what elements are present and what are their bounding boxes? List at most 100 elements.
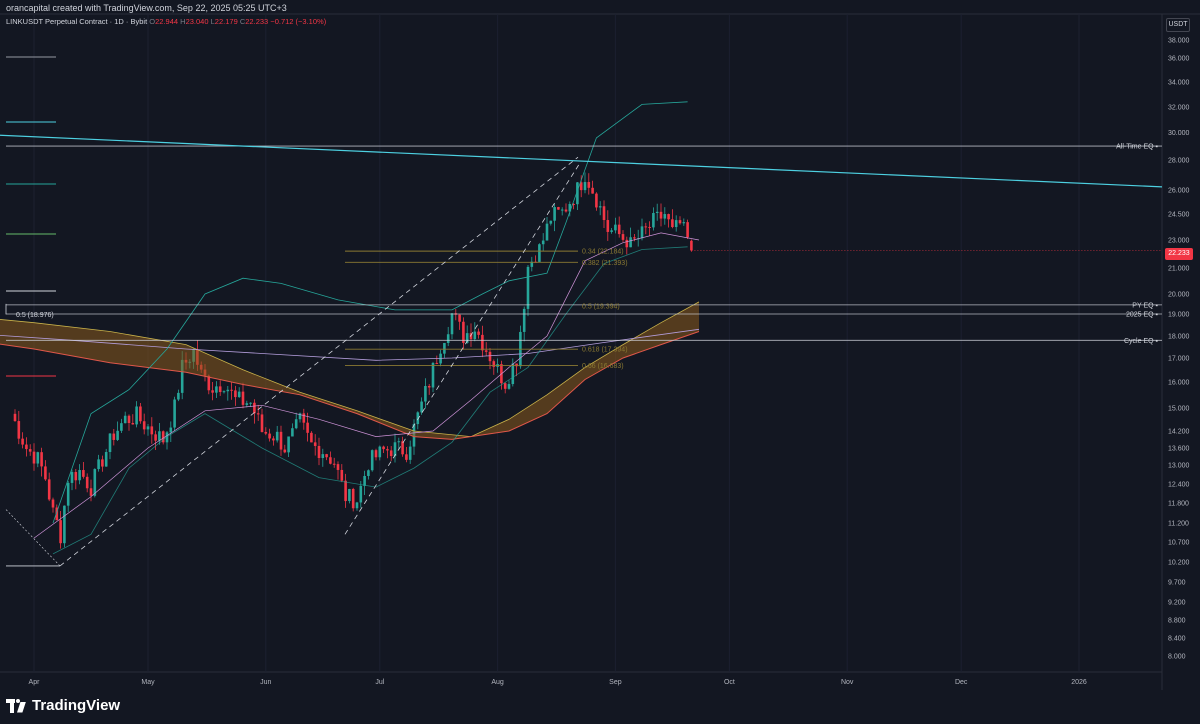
- time-tick-label: Oct: [724, 679, 735, 686]
- candle-body: [602, 206, 606, 221]
- candle-body: [629, 237, 632, 248]
- close-label: C: [239, 17, 246, 26]
- candle-body: [367, 470, 370, 476]
- price-tick-label: 8.800: [1168, 618, 1186, 625]
- candle-body: [477, 331, 480, 335]
- candle-body: [625, 239, 629, 248]
- candle-body: [606, 220, 610, 232]
- price-tick-label: 38.000: [1168, 38, 1190, 45]
- candle-body: [272, 438, 275, 441]
- candle-body: [416, 412, 420, 425]
- candle-body: [374, 450, 378, 458]
- time-tick-label: May: [141, 679, 155, 686]
- price-tick-label: 21.000: [1168, 266, 1190, 273]
- candle-body: [127, 415, 131, 424]
- price-tick-label: 9.200: [1168, 600, 1186, 607]
- price-tick-label: 16.000: [1168, 380, 1190, 387]
- open-label: O: [149, 17, 156, 26]
- candle-body: [644, 226, 648, 228]
- candle-body: [294, 419, 298, 429]
- candle-body: [313, 442, 317, 446]
- time-tick-label: Nov: [841, 679, 854, 686]
- candle-body: [431, 362, 435, 388]
- candle-body: [158, 431, 161, 441]
- candle-body: [260, 414, 264, 432]
- candle-body: [473, 331, 477, 340]
- candle-body: [142, 421, 146, 430]
- candle-body: [112, 433, 116, 440]
- ma-ribbon-lower-line: [0, 331, 700, 440]
- candle-body: [507, 384, 511, 389]
- candle-body: [484, 350, 488, 352]
- candle-body: [207, 375, 211, 391]
- candle-body: [355, 502, 359, 509]
- candle-body: [674, 220, 678, 228]
- candle-body: [553, 207, 556, 221]
- candle-body: [427, 386, 431, 388]
- low-value: 22.179: [214, 17, 238, 26]
- candle-body: [120, 423, 123, 431]
- annotation-label: 0.618 (17.394): [582, 347, 628, 354]
- ma-ribbon-fill: [0, 301, 699, 440]
- candle-body: [51, 499, 55, 508]
- candle-body: [469, 333, 473, 340]
- candle-body: [538, 244, 541, 262]
- bollinger-lower-line: [52, 246, 688, 555]
- currency-selector[interactable]: USDT: [1166, 18, 1190, 32]
- candle-body: [47, 479, 51, 500]
- candle-body: [393, 442, 397, 457]
- candle-body: [397, 441, 401, 443]
- candle-body: [652, 213, 655, 228]
- candle-body: [135, 406, 138, 425]
- candle-body: [386, 449, 389, 451]
- candle-body: [173, 399, 176, 428]
- candle-body: [17, 421, 21, 439]
- candle-body: [268, 433, 271, 439]
- candle-body: [481, 334, 484, 351]
- price-tick-label: 15.000: [1168, 406, 1190, 413]
- price-tick-label: 19.000: [1168, 312, 1190, 319]
- candle-body: [36, 452, 40, 464]
- candle-body: [253, 402, 256, 414]
- bottom-bar: [0, 690, 1200, 724]
- candle-body: [667, 214, 670, 220]
- candle-body: [177, 392, 180, 400]
- candle-body: [405, 454, 408, 460]
- candle-body: [595, 193, 598, 208]
- candle-body: [116, 430, 119, 440]
- candle-body: [302, 413, 306, 423]
- candle-body: [682, 222, 686, 224]
- candle-body: [321, 454, 325, 459]
- price-tick-label: 28.000: [1168, 158, 1190, 165]
- price-tick-label: 11.200: [1168, 521, 1189, 528]
- candle-body: [249, 402, 252, 404]
- candle-body: [154, 434, 157, 441]
- candle-body: [655, 211, 659, 214]
- candle-body: [488, 351, 492, 362]
- candle-body: [348, 488, 351, 502]
- candle-body: [139, 406, 142, 422]
- tradingview-brand[interactable]: TradingView: [6, 697, 120, 714]
- price-tick-label: 26.000: [1168, 187, 1190, 194]
- symbol-title: LINKUSDT Perpetual Contract · 1D · Bybit: [6, 17, 148, 26]
- candle-body: [256, 413, 260, 415]
- open-value: 22.944: [155, 17, 179, 26]
- candle-body: [382, 446, 385, 450]
- brand-name: TradingView: [32, 697, 121, 714]
- close-value: 22.233: [245, 17, 269, 26]
- projection-dashed-long: [59, 156, 579, 567]
- low-label: L: [210, 17, 215, 26]
- annotation-label: PY EQ ▪: [1132, 302, 1158, 309]
- candle-body: [306, 422, 309, 433]
- candle-body: [59, 520, 62, 544]
- candle-body: [279, 431, 283, 450]
- candle-body: [180, 359, 184, 393]
- annotation-label: 0.34 (22.184): [582, 249, 624, 256]
- candle-body: [568, 204, 572, 212]
- candle-body: [287, 436, 290, 453]
- candle-body: [66, 482, 70, 506]
- candle-body: [560, 209, 564, 211]
- candle-body: [633, 237, 636, 239]
- candle-body: [218, 386, 222, 393]
